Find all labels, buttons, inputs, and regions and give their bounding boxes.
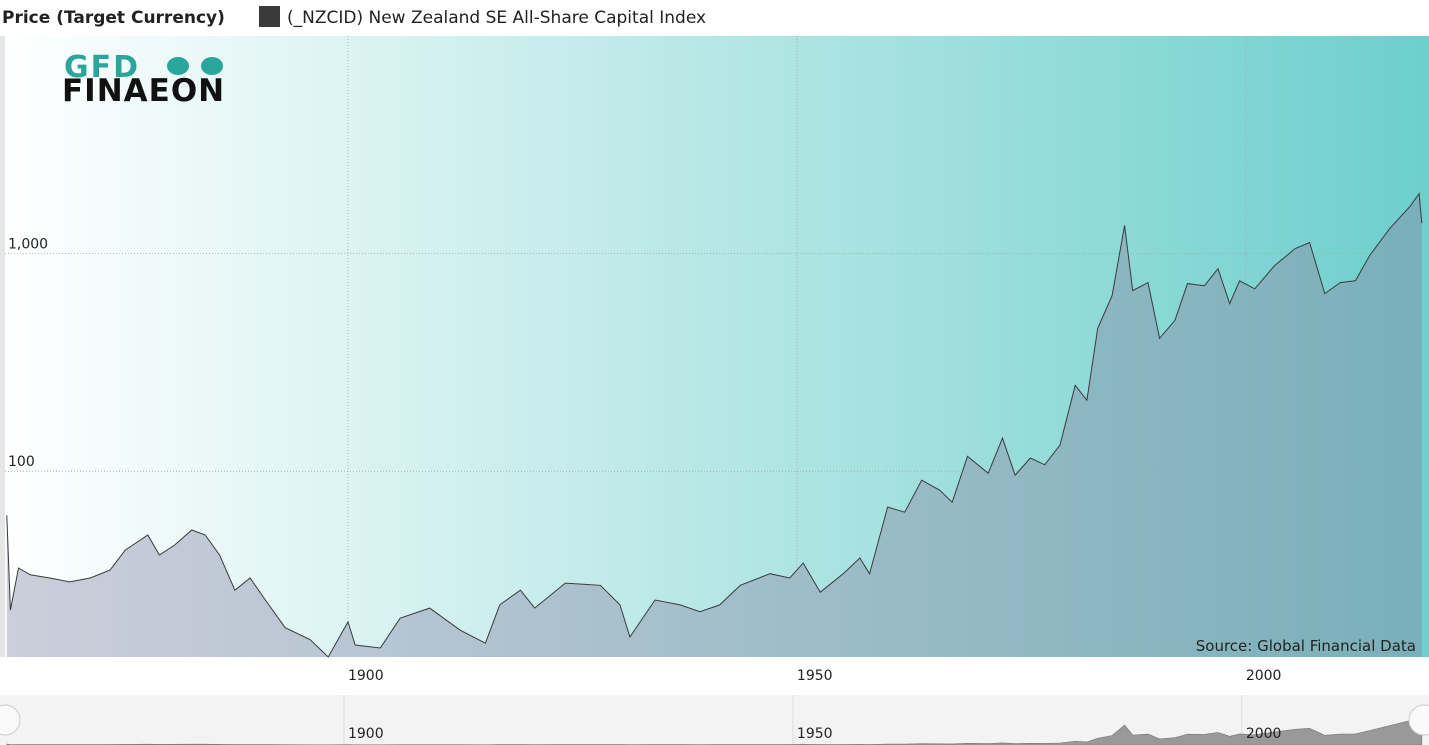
x-tick-label: 1900 <box>348 668 384 684</box>
x-tick-label: 2000 <box>1246 668 1282 684</box>
line <box>6 192 1423 658</box>
navigator-tick-label: 1950 <box>797 726 833 742</box>
y-tick-label: 1,000 <box>8 237 48 253</box>
navigator-handle[interactable] <box>0 704 21 736</box>
chart-title: Price (Target Currency) <box>2 8 225 28</box>
navigator-tick-label: 1900 <box>348 726 384 742</box>
y-tick-label: 100 <box>8 454 35 470</box>
source-note: Source: Global Financial Data <box>1196 637 1416 655</box>
left-border <box>0 36 5 657</box>
logo-leaf <box>201 57 223 75</box>
navigator-handle[interactable] <box>1408 704 1429 736</box>
navigator-tick-label: 2000 <box>1246 726 1282 742</box>
legend-swatch[interactable] <box>259 6 280 27</box>
logo-bottom: FINAEON <box>62 73 225 109</box>
legend-label[interactable]: (_NZCID) New Zealand SE All-Share Capita… <box>287 8 706 28</box>
x-tick-label: 1950 <box>797 668 833 684</box>
logo: GFD FINAEON <box>62 50 225 109</box>
logo-top: GFD <box>64 50 140 85</box>
logo-leaf <box>167 57 189 75</box>
area-fill <box>6 193 1422 657</box>
